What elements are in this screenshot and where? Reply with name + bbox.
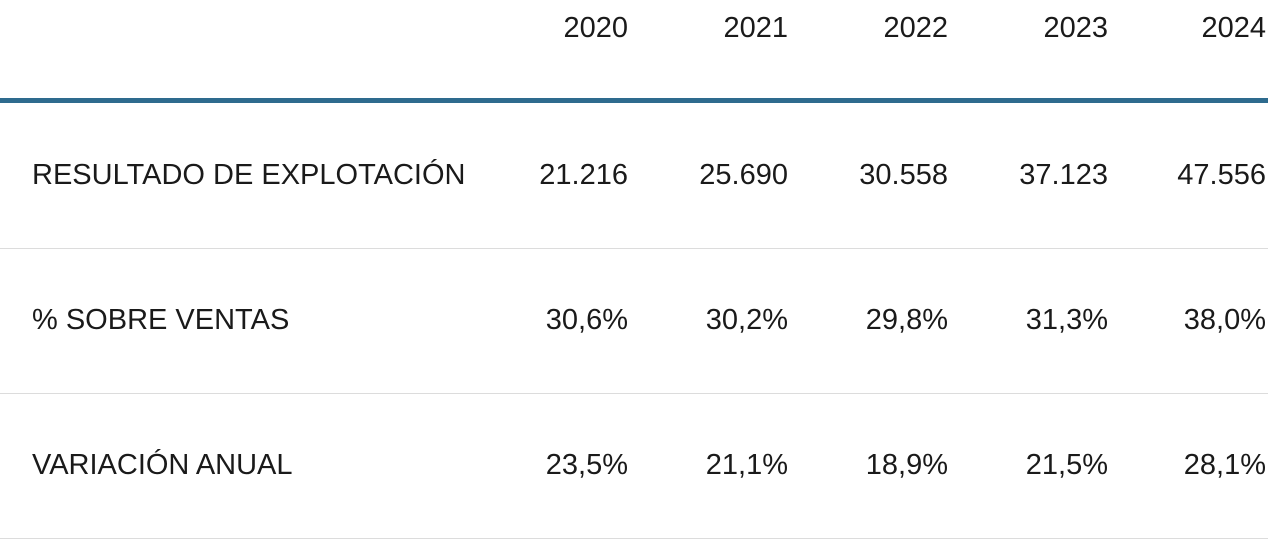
row-label-resultado-explotacion: RESULTADO DE EXPLOTACIÓN bbox=[32, 159, 466, 191]
row-divider bbox=[0, 248, 1268, 249]
cell-resultado-2024: 47.556 bbox=[1177, 159, 1266, 191]
cell-resultado-2021: 25.690 bbox=[699, 159, 788, 191]
column-header-2020: 2020 bbox=[563, 12, 628, 44]
cell-ventas-2020: 30,6% bbox=[545, 304, 628, 336]
cell-ventas-2022: 29,8% bbox=[865, 304, 948, 336]
cell-resultado-2020: 21.216 bbox=[539, 159, 628, 191]
header-divider bbox=[0, 98, 1268, 103]
cell-variacion-2024: 28,1% bbox=[1183, 449, 1266, 481]
row-label-sobre-ventas: % SOBRE VENTAS bbox=[32, 304, 290, 336]
cell-resultado-2023: 37.123 bbox=[1019, 159, 1108, 191]
row-divider bbox=[0, 538, 1268, 539]
cell-resultado-2022: 30.558 bbox=[859, 159, 948, 191]
cell-variacion-2022: 18,9% bbox=[865, 449, 948, 481]
row-divider bbox=[0, 393, 1268, 394]
cell-variacion-2023: 21,5% bbox=[1025, 449, 1108, 481]
cell-ventas-2023: 31,3% bbox=[1025, 304, 1108, 336]
cell-ventas-2021: 30,2% bbox=[705, 304, 788, 336]
cell-variacion-2021: 21,1% bbox=[705, 449, 788, 481]
column-header-2024: 2024 bbox=[1201, 12, 1266, 44]
column-header-2023: 2023 bbox=[1043, 12, 1108, 44]
row-label-variacion-anual: VARIACIÓN ANUAL bbox=[32, 449, 293, 481]
cell-variacion-2020: 23,5% bbox=[545, 449, 628, 481]
cell-ventas-2024: 38,0% bbox=[1183, 304, 1266, 336]
column-header-2022: 2022 bbox=[883, 12, 948, 44]
column-header-2021: 2021 bbox=[723, 12, 788, 44]
